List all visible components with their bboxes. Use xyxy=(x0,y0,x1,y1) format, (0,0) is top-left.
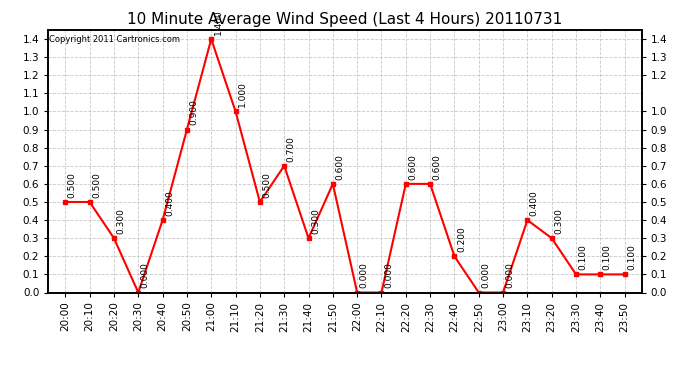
Text: 0.500: 0.500 xyxy=(92,172,101,198)
Text: 0.200: 0.200 xyxy=(457,226,466,252)
Text: 1.400: 1.400 xyxy=(214,9,223,35)
Text: 0.500: 0.500 xyxy=(262,172,271,198)
Text: 0.100: 0.100 xyxy=(603,244,612,270)
Text: 0.000: 0.000 xyxy=(141,262,150,288)
Text: 0.000: 0.000 xyxy=(506,262,515,288)
Text: 0.700: 0.700 xyxy=(286,136,295,162)
Text: 0.000: 0.000 xyxy=(481,262,490,288)
Text: 0.500: 0.500 xyxy=(68,172,77,198)
Text: 1.000: 1.000 xyxy=(238,81,247,107)
Text: 0.600: 0.600 xyxy=(335,154,344,180)
Text: 0.000: 0.000 xyxy=(384,262,393,288)
Text: 0.600: 0.600 xyxy=(408,154,417,180)
Text: 0.900: 0.900 xyxy=(189,99,198,125)
Text: 0.300: 0.300 xyxy=(554,208,563,234)
Text: 0.100: 0.100 xyxy=(578,244,587,270)
Text: 0.400: 0.400 xyxy=(530,190,539,216)
Text: 0.400: 0.400 xyxy=(165,190,174,216)
Title: 10 Minute Average Wind Speed (Last 4 Hours) 20110731: 10 Minute Average Wind Speed (Last 4 Hou… xyxy=(128,12,562,27)
Text: 0.000: 0.000 xyxy=(359,262,368,288)
Text: 0.100: 0.100 xyxy=(627,244,636,270)
Text: 0.300: 0.300 xyxy=(117,208,126,234)
Text: 0.300: 0.300 xyxy=(311,208,320,234)
Text: 0.600: 0.600 xyxy=(433,154,442,180)
Text: Copyright 2011 Cartronics.com: Copyright 2011 Cartronics.com xyxy=(50,35,181,44)
